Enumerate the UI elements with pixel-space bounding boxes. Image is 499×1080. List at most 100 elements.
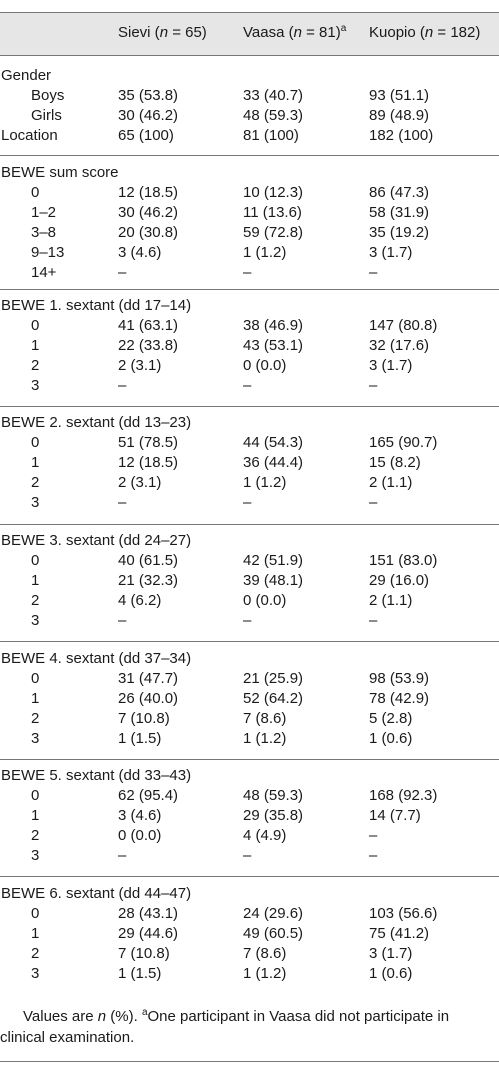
row-label: 3	[31, 965, 40, 982]
row-label: 2	[31, 357, 40, 374]
cell-vaasa: 0 (0.0)	[243, 592, 287, 609]
table-row: 1 12 (18.5) 36 (44.4) 15 (8.2)	[0, 453, 499, 473]
row-label: 1–2	[31, 204, 57, 221]
cell-kuopio: 147 (80.8)	[369, 317, 438, 334]
cell-kuopio: 182 (100)	[369, 127, 434, 144]
table-row: 2 7 (10.8) 7 (8.6) 3 (1.7)	[0, 944, 499, 964]
cell-vaasa: 38 (46.9)	[243, 317, 304, 334]
section-title-label: BEWE 4. sextant (dd 37–34)	[1, 650, 192, 667]
table-row: 3–8 20 (30.8) 59 (72.8) 35 (19.2)	[0, 223, 499, 243]
cell-sievi: 0 (0.0)	[118, 827, 162, 844]
section-title: BEWE 3. sextant (dd 24–27)	[0, 531, 499, 551]
section-title-label: BEWE 6. sextant (dd 44–47)	[1, 885, 192, 902]
cell-vaasa: 0 (0.0)	[243, 357, 287, 374]
cell-vaasa: 1 (1.2)	[243, 474, 287, 491]
row-label: 2	[31, 827, 40, 844]
section-title-label: BEWE 5. sextant (dd 33–43)	[1, 767, 192, 784]
row-label: 2	[31, 474, 40, 491]
cell-vaasa: 48 (59.3)	[243, 787, 304, 804]
cell-sievi: 12 (18.5)	[118, 454, 179, 471]
cell-vaasa: –	[243, 494, 252, 511]
cell-kuopio: –	[369, 612, 378, 629]
row-label: 0	[31, 787, 40, 804]
cell-vaasa: –	[243, 612, 252, 629]
cell-sievi: 65 (100)	[118, 127, 174, 144]
column-header-vaasa: Vaasa (n = 81)a	[243, 23, 347, 42]
row-label: 1	[31, 690, 40, 707]
cell-vaasa: 7 (8.6)	[243, 945, 287, 962]
cell-vaasa: 39 (48.1)	[243, 572, 304, 589]
cell-kuopio: 14 (7.7)	[369, 807, 421, 824]
cell-kuopio: 89 (48.9)	[369, 107, 430, 124]
table-row: 3 1 (1.5) 1 (1.2) 1 (0.6)	[0, 729, 499, 749]
cell-sievi: 30 (46.2)	[118, 204, 179, 221]
cell-sievi: 1 (1.5)	[118, 965, 162, 982]
cell-kuopio: –	[369, 847, 378, 864]
row-label: 0	[31, 670, 40, 687]
cell-vaasa: 29 (35.8)	[243, 807, 304, 824]
cell-sievi: 29 (44.6)	[118, 925, 179, 942]
table-row: 2 2 (3.1) 1 (1.2) 2 (1.1)	[0, 473, 499, 493]
cell-sievi: 26 (40.0)	[118, 690, 179, 707]
section-divider	[0, 289, 499, 290]
cell-vaasa: 81 (100)	[243, 127, 299, 144]
table-row: 3 – – –	[0, 611, 499, 631]
cell-vaasa: –	[243, 264, 252, 281]
cell-vaasa: 1 (1.2)	[243, 730, 287, 747]
cell-sievi: 2 (3.1)	[118, 474, 162, 491]
cell-kuopio: 35 (19.2)	[369, 224, 430, 241]
section-title: BEWE sum score	[0, 163, 499, 183]
row-label: 2	[31, 592, 40, 609]
table-row: 3 – – –	[0, 493, 499, 513]
table-row: 0 40 (61.5) 42 (51.9) 151 (83.0)	[0, 551, 499, 571]
cell-vaasa: 44 (54.3)	[243, 434, 304, 451]
row-label: 1	[31, 807, 40, 824]
cell-vaasa: 1 (1.2)	[243, 965, 287, 982]
row-label: 14+	[31, 264, 57, 281]
cell-sievi: 12 (18.5)	[118, 184, 179, 201]
cell-kuopio: –	[369, 377, 378, 394]
cell-vaasa: 21 (25.9)	[243, 670, 304, 687]
table-row: 1 29 (44.6) 49 (60.5) 75 (41.2)	[0, 924, 499, 944]
cell-sievi: 7 (10.8)	[118, 710, 170, 727]
table-row: 1 3 (4.6) 29 (35.8) 14 (7.7)	[0, 806, 499, 826]
cell-sievi: 41 (63.1)	[118, 317, 179, 334]
cell-kuopio: 3 (1.7)	[369, 357, 413, 374]
cell-vaasa: 4 (4.9)	[243, 827, 287, 844]
cell-kuopio: –	[369, 494, 378, 511]
cell-vaasa: 10 (12.3)	[243, 184, 304, 201]
cell-kuopio: 32 (17.6)	[369, 337, 430, 354]
row-label: 3	[31, 730, 40, 747]
cell-vaasa: 59 (72.8)	[243, 224, 304, 241]
column-header-sievi: Sievi (n = 65)	[118, 24, 207, 41]
table-header: Sievi (n = 65) Vaasa (n = 81)a Kuopio (n…	[0, 12, 499, 56]
bottom-rule	[0, 1061, 499, 1062]
table-row: 0 51 (78.5) 44 (54.3) 165 (90.7)	[0, 433, 499, 453]
cell-kuopio: 58 (31.9)	[369, 204, 430, 221]
cell-kuopio: 29 (16.0)	[369, 572, 430, 589]
row-label: Girls	[31, 107, 62, 124]
cell-vaasa: 42 (51.9)	[243, 552, 304, 569]
row-label: 3	[31, 494, 40, 511]
cell-vaasa: 33 (40.7)	[243, 87, 304, 104]
row-label: 0	[31, 434, 40, 451]
cell-kuopio: 86 (47.3)	[369, 184, 430, 201]
cell-sievi: 35 (53.8)	[118, 87, 179, 104]
section-title-label: BEWE 2. sextant (dd 13–23)	[1, 414, 192, 431]
section-title: Gender	[0, 66, 499, 86]
cell-kuopio: 2 (1.1)	[369, 474, 413, 491]
cell-kuopio: 1 (0.6)	[369, 730, 413, 747]
section-title: BEWE 4. sextant (dd 37–34)	[0, 649, 499, 669]
cell-sievi: 1 (1.5)	[118, 730, 162, 747]
cell-kuopio: 165 (90.7)	[369, 434, 438, 451]
table-row-location: Location 65 (100) 81 (100) 182 (100)	[0, 126, 499, 146]
row-label: 3	[31, 847, 40, 864]
cell-kuopio: 5 (2.8)	[369, 710, 413, 727]
cell-vaasa: 24 (29.6)	[243, 905, 304, 922]
cell-kuopio: –	[369, 264, 378, 281]
cell-kuopio: 2 (1.1)	[369, 592, 413, 609]
table-row: 0 62 (95.4) 48 (59.3) 168 (92.3)	[0, 786, 499, 806]
row-label: 3	[31, 612, 40, 629]
row-label: 2	[31, 945, 40, 962]
section-title-label: Gender	[1, 67, 52, 84]
